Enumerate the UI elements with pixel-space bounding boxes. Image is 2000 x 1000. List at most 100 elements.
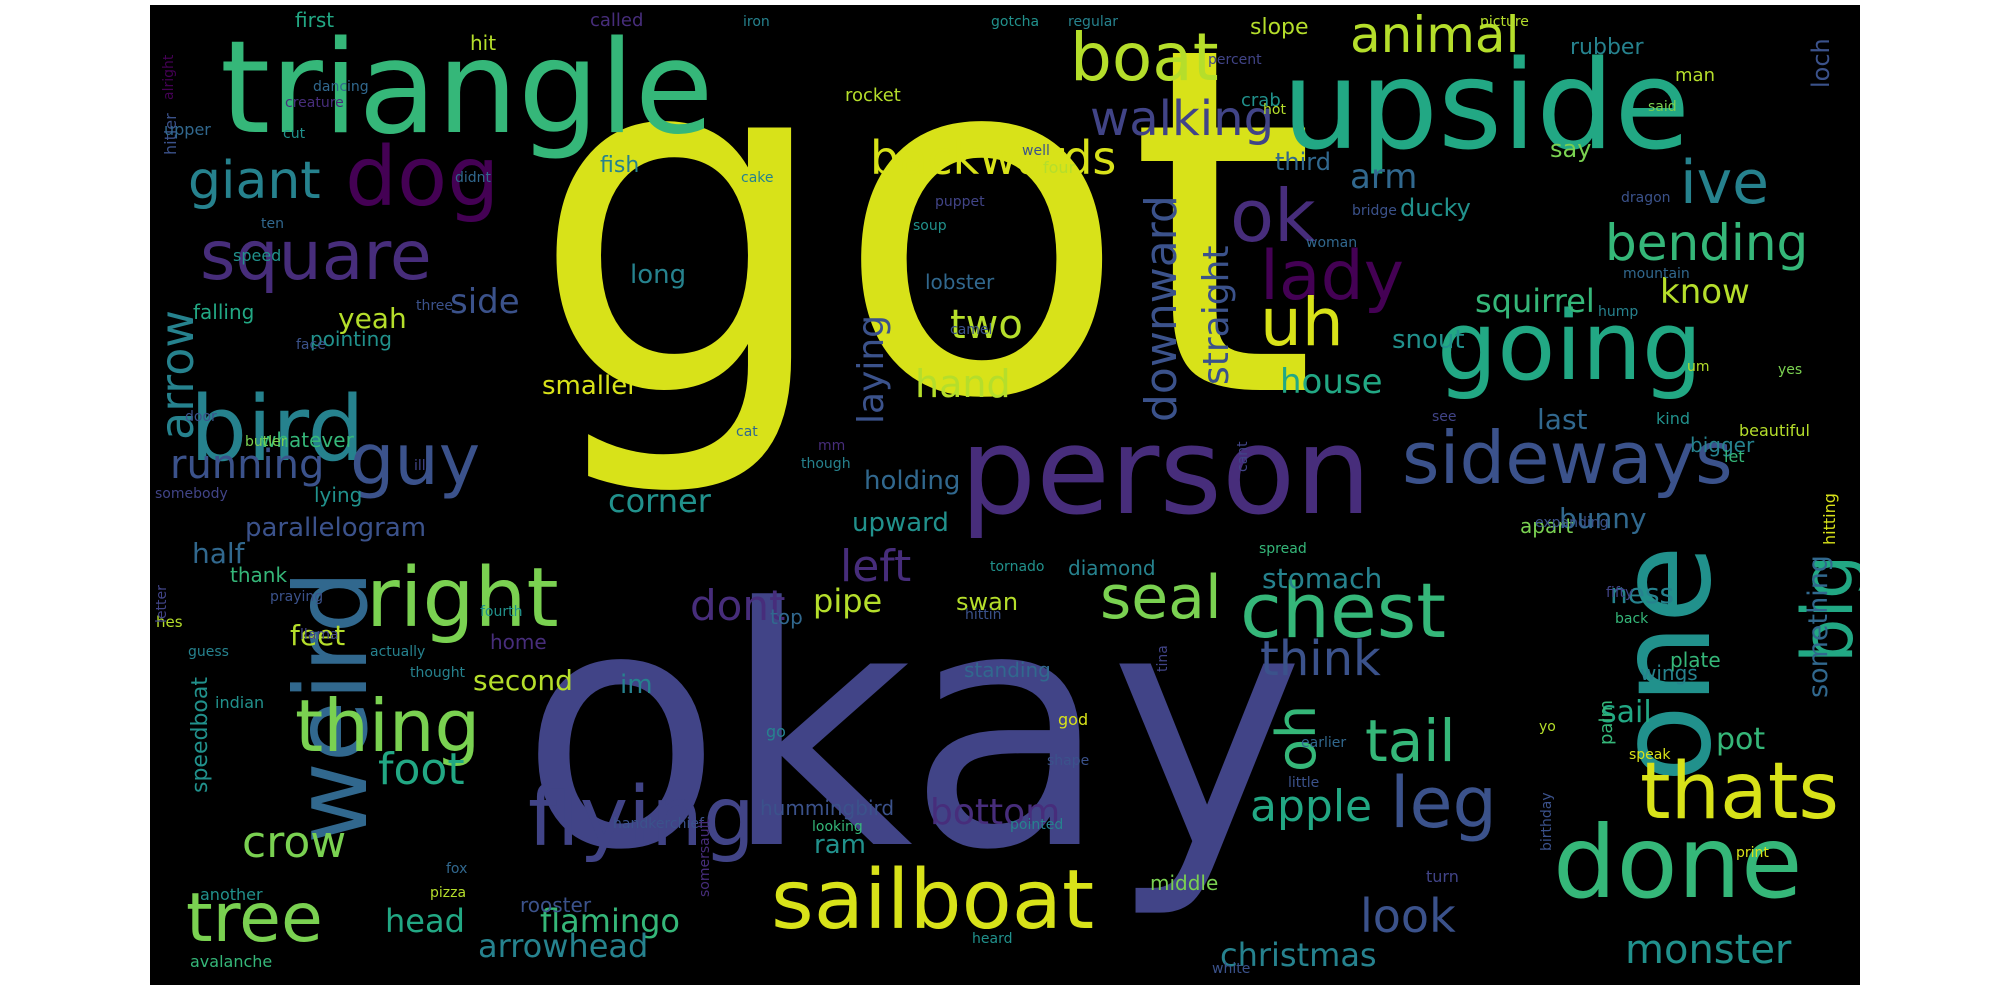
- word-door: door: [185, 409, 217, 425]
- word-im: im: [620, 670, 653, 700]
- word-diamond: diamond: [1068, 556, 1156, 580]
- word-cloud: got okay triangle upside person one going done s…: [150, 5, 1860, 985]
- word-snout: snout: [1392, 325, 1465, 355]
- word-done: done: [1553, 804, 1803, 921]
- word-ive: ive: [1680, 148, 1770, 218]
- word-percent: percent: [1208, 52, 1262, 68]
- word-think: think: [1260, 631, 1381, 687]
- word-um: um: [1687, 359, 1710, 375]
- word-bunny: bunny: [1559, 502, 1647, 535]
- word-squirrel: squirrel: [1475, 282, 1595, 320]
- word-heard: heard: [972, 931, 1013, 947]
- word-ten: ten: [261, 216, 284, 232]
- word-guess: guess: [188, 644, 229, 660]
- word-ducky: ducky: [1400, 194, 1471, 222]
- word-middle: middle: [1150, 871, 1219, 895]
- word-monster: monster: [1625, 927, 1792, 973]
- word-something: something: [1803, 554, 1834, 698]
- word-indian: indian: [215, 693, 265, 712]
- word-sailboat: sailboat: [771, 853, 1095, 948]
- word-left: left: [840, 541, 912, 592]
- word-stomach: stomach: [1262, 562, 1383, 595]
- word-upside: upside: [1282, 35, 1691, 178]
- word-side: side: [450, 282, 520, 322]
- word-seal: seal: [1100, 563, 1222, 633]
- word-three: three: [416, 298, 454, 314]
- word-iron: iron: [743, 14, 770, 30]
- word-hot: hot: [1263, 102, 1286, 118]
- word-crow: crow: [242, 817, 347, 868]
- word-tail: tail: [1365, 707, 1456, 775]
- word-turn: turn: [1426, 867, 1459, 886]
- word-falling: falling: [193, 300, 255, 324]
- word-speed: speed: [233, 246, 282, 265]
- word-pizza: pizza: [430, 885, 467, 901]
- word-thank: thank: [230, 563, 288, 587]
- word-guy: guy: [350, 419, 481, 501]
- word-uh: uh: [1260, 284, 1344, 361]
- word-actually: actually: [370, 644, 426, 660]
- word-man: man: [1675, 65, 1715, 86]
- word-thats: thats: [1640, 747, 1840, 837]
- word-ok: ok: [1230, 174, 1316, 258]
- word-woman: woman: [1306, 235, 1358, 251]
- word-flamingo: flamingo: [540, 902, 680, 940]
- word-arrowhead: arrowhead: [478, 927, 649, 965]
- word-standing: standing: [964, 658, 1051, 682]
- word-crab: crab: [1241, 90, 1281, 111]
- word-though: though: [801, 456, 851, 472]
- word-head: head: [385, 902, 465, 940]
- word-know: know: [1660, 272, 1750, 312]
- word-apple: apple: [1250, 781, 1373, 832]
- word-dragon: dragon: [1621, 190, 1671, 206]
- word-speedboat: speedboat: [188, 676, 213, 793]
- word-pointing: pointing: [310, 327, 392, 351]
- word-lying: lying: [314, 483, 363, 507]
- word-tornado: tornado: [990, 559, 1045, 575]
- word-upward: upward: [852, 508, 949, 538]
- word-bird: bird: [190, 377, 365, 482]
- word-straight: straight: [1196, 244, 1237, 385]
- word-see: see: [1432, 409, 1457, 425]
- word-plate: plate: [1670, 648, 1721, 672]
- word-yo: yo: [1539, 719, 1556, 735]
- word-four: four: [1043, 158, 1076, 177]
- word-thought: thought: [410, 665, 466, 681]
- word-handkerchief: handkerchief: [613, 816, 704, 832]
- word-tina: tina: [1155, 644, 1171, 672]
- word-go: go: [766, 722, 786, 741]
- word-beautiful: beautiful: [1739, 421, 1810, 440]
- word-feet: feet: [290, 619, 346, 652]
- word-whatever: whatever: [260, 428, 354, 452]
- word-first: first: [295, 8, 335, 32]
- word-puppet: puppet: [935, 194, 985, 210]
- word-look: look: [1360, 889, 1456, 943]
- word-backwards: backwards: [870, 131, 1117, 185]
- word-lady: lady: [1260, 237, 1404, 316]
- word-cat: cat: [736, 424, 758, 440]
- word-yeah: yeah: [338, 302, 407, 335]
- word-tree: tree: [186, 879, 323, 958]
- word-corner: corner: [608, 482, 711, 520]
- word-parallelogram: parallelogram: [245, 513, 427, 543]
- word-apart: apart: [1520, 514, 1574, 538]
- word-somersault: somersault: [697, 818, 713, 897]
- word-cut: cut: [283, 126, 306, 142]
- word-regular: regular: [1068, 14, 1119, 30]
- word-soup: soup: [913, 218, 947, 234]
- word-smaller: smaller: [542, 371, 638, 401]
- word-cant: cant: [1235, 440, 1251, 472]
- word-alright: alright: [161, 54, 177, 101]
- word-downward: downward: [1136, 194, 1187, 422]
- word-person: person: [960, 403, 1372, 542]
- word-hummingbird: hummingbird: [760, 796, 895, 820]
- word-right: right: [366, 551, 559, 646]
- word-little: little: [1288, 775, 1320, 791]
- word-christmas: christmas: [1220, 936, 1377, 974]
- word-home: home: [490, 630, 547, 654]
- word-lobster: lobster: [925, 270, 995, 294]
- word-rubber: rubber: [1570, 35, 1644, 60]
- word-fish: fish: [600, 153, 640, 178]
- word-face: face: [296, 337, 326, 353]
- word-boat: boat: [1070, 19, 1219, 96]
